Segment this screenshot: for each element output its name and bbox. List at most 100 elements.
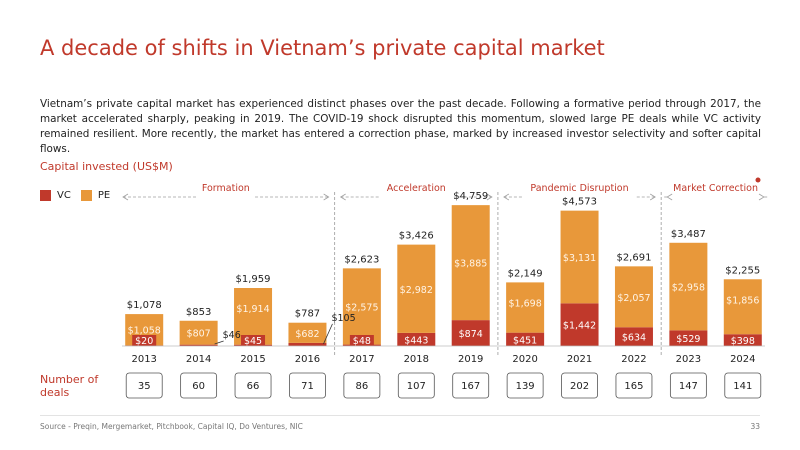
year-tick-label-2024: 2024 <box>730 354 755 365</box>
bar-pe-2014 <box>179 320 218 345</box>
phase-arrow-right-2 <box>649 193 656 201</box>
intro-paragraph: Vietnam’s private capital market has exp… <box>40 98 761 155</box>
total-label-2014: $853 <box>186 307 211 318</box>
vc-value-label-2014: $46 <box>223 330 241 341</box>
year-tick-label-2023: 2023 <box>676 354 701 365</box>
year-tick-label-2020: 2020 <box>512 354 537 365</box>
deals-box-2018 <box>397 372 435 399</box>
total-label-2018: $3,426 <box>399 231 434 242</box>
pe-value-label-2016: $682 <box>295 329 319 340</box>
chart-legend: VC PE <box>40 190 120 201</box>
total-label-2017: $2,623 <box>344 254 379 265</box>
bar-vc-2016 <box>288 342 327 346</box>
deals-value-2013: 35 <box>138 381 151 392</box>
year-tick-label-2022: 2022 <box>621 354 646 365</box>
legend-item-pe: PE <box>80 190 111 201</box>
total-label-2024: $2,255 <box>725 265 760 276</box>
pe-value-label-2019: $3,885 <box>454 259 487 270</box>
total-label-2023: $3,487 <box>671 229 706 240</box>
vc-value-label-2013: $20 <box>135 336 153 347</box>
bar-vc-2021 <box>560 303 599 346</box>
legend-item-vc: VC <box>40 190 71 201</box>
deals-value-2022: 165 <box>624 381 643 392</box>
total-label-2015: $1,959 <box>236 274 271 285</box>
bar-vc-2024 <box>723 334 762 346</box>
phase-label-2: Pandemic Disruption <box>530 183 628 194</box>
deals-box-2019 <box>452 372 490 399</box>
vc-value-label-2016: $105 <box>331 313 355 324</box>
deals-box-2022 <box>615 372 653 399</box>
phase-arrow-left-1 <box>339 193 346 201</box>
phase-label-1: Acceleration <box>387 183 446 194</box>
phase-arrow-right-1 <box>486 193 493 201</box>
deals-value-2021: 202 <box>570 381 589 392</box>
bar-vc-2019 <box>451 320 490 346</box>
total-label-2020: $2,149 <box>508 268 543 279</box>
bar-pe-2021 <box>560 210 599 304</box>
bar-vc-2018 <box>397 332 436 346</box>
year-tick-label-2017: 2017 <box>349 354 374 365</box>
year-tick-label-2021: 2021 <box>567 354 592 365</box>
pe-value-label-2020: $1,698 <box>509 298 542 309</box>
year-tick-label-2016: 2016 <box>295 354 320 365</box>
bar-pe-2017 <box>342 268 381 345</box>
bar-vc-2022 <box>614 327 653 346</box>
bar-layer <box>125 205 762 346</box>
vc-value-label-2024: $398 <box>731 336 755 347</box>
vc-leader-2014 <box>214 340 224 345</box>
legend-label-pe: PE <box>97 190 111 201</box>
deals-box-2024 <box>724 372 762 399</box>
deals-box-2017 <box>343 372 381 399</box>
vc-value-label-2017: $48 <box>353 336 371 347</box>
year-tick-label-2018: 2018 <box>404 354 429 365</box>
pe-value-label-2014: $807 <box>187 329 211 340</box>
deals-row-label: Number of deals <box>40 373 99 399</box>
vc-value-label-2021: $1,442 <box>563 321 596 332</box>
total-label-2022: $2,691 <box>616 252 651 263</box>
pe-value-label-2023: $2,958 <box>672 283 705 294</box>
accent-dot <box>755 177 761 183</box>
deals-value-2023: 147 <box>679 381 698 392</box>
pe-value-label-2017: $2,575 <box>345 302 378 313</box>
chart-subtitle: Capital invested (US$M) <box>40 160 173 173</box>
legend-label-vc: VC <box>57 190 71 201</box>
bar-pe-2024 <box>723 279 762 335</box>
pe-value-label-2013: $1,058 <box>128 326 161 337</box>
vc-leader-2016 <box>323 323 333 345</box>
deals-box-2016 <box>289 372 326 399</box>
bar-vc-2014 <box>179 344 218 346</box>
pe-value-label-2021: $3,131 <box>563 253 596 264</box>
deals-value-2020: 139 <box>516 381 535 392</box>
deals-box-2021 <box>561 372 598 399</box>
bar-pe-2019 <box>451 205 490 321</box>
pe-value-label-2015: $1,914 <box>236 304 269 315</box>
deals-box-2020 <box>506 372 544 399</box>
vc-value-label-2020: $451 <box>513 335 537 346</box>
label-layer: $1,058$20 $1,078 $807 $46 $853 $1,914 $45 $1,95… <box>127 191 761 347</box>
deals-box-2015 <box>234 372 272 399</box>
bar-pe-2023 <box>669 242 708 331</box>
deals-box-2014 <box>180 372 218 399</box>
total-label-2019: $4,759 <box>453 191 488 202</box>
deals-layer: 35 60 66 71 86 107 167 139 202 165 147 141 <box>125 372 762 399</box>
deals-value-2017: 86 <box>356 381 369 392</box>
pe-value-label-2018: $2,982 <box>400 285 433 296</box>
page-title: A decade of shifts in Vietnam’s private … <box>40 36 605 60</box>
bar-pe-2018 <box>397 244 436 333</box>
vc-value-label-2022: $634 <box>622 333 646 344</box>
deals-value-2019: 167 <box>461 381 480 392</box>
footer-divider <box>40 415 760 416</box>
vc-label-bg-2017 <box>349 335 374 346</box>
bar-pe-2016 <box>288 322 327 343</box>
bar-pe-2022 <box>614 266 653 328</box>
phase-layer: Formation Acceleration Pandemic Disruption… <box>122 177 768 355</box>
vc-value-label-2015: $45 <box>244 336 262 347</box>
year-tick-label-2013: 2013 <box>131 354 156 365</box>
phase-arrow-right-0 <box>323 193 330 201</box>
total-label-2021: $4,573 <box>562 197 597 208</box>
vc-value-label-2019: $874 <box>459 329 483 340</box>
total-label-2016: $787 <box>295 309 320 320</box>
year-tick-label-2014: 2014 <box>186 354 211 365</box>
year-tick-label-2015: 2015 <box>240 354 265 365</box>
deals-value-2018: 107 <box>407 381 426 392</box>
